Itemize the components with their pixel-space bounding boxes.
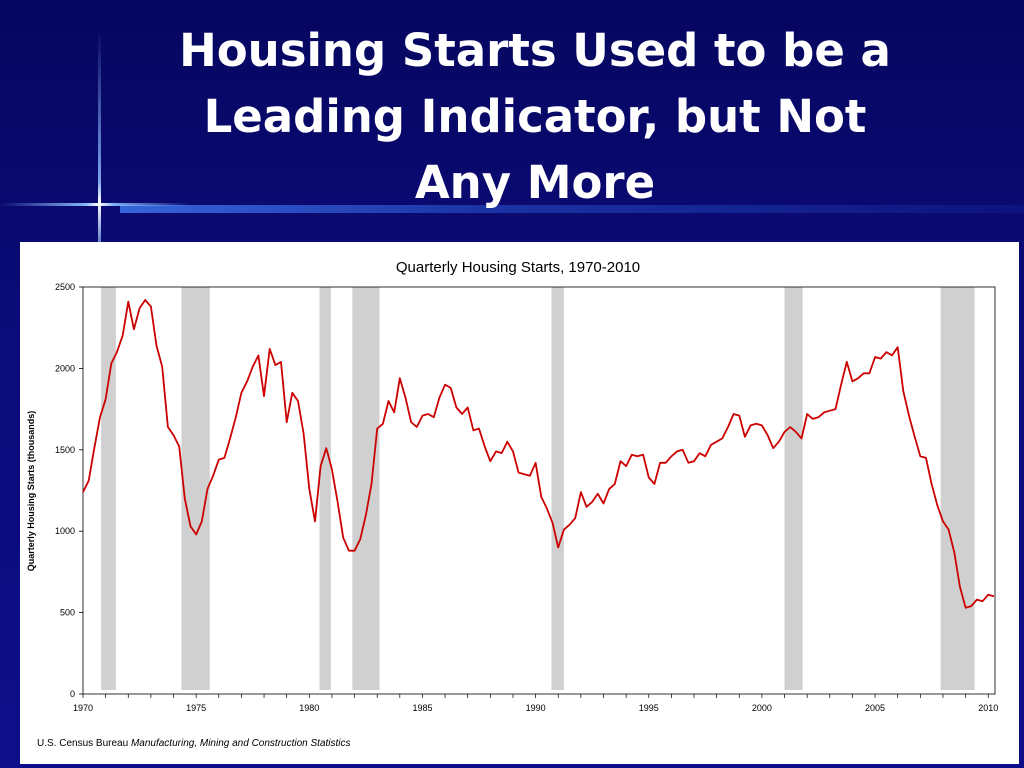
slide-title-line-2: Leading Indicator, but Not [203, 90, 867, 143]
title-underline-glow [120, 205, 1024, 213]
y-tick-label-2000: 2000 [55, 363, 75, 373]
lens-flare-vertical [98, 30, 101, 245]
x-tick-label-1985: 1985 [412, 703, 432, 713]
x-tick-label-1980: 1980 [299, 703, 319, 713]
slide-title-line-1: Housing Starts Used to be a [179, 24, 891, 77]
recession-band-4 [352, 287, 380, 690]
x-tick-label-1995: 1995 [639, 703, 659, 713]
slide-title-line-3: Any More [414, 156, 656, 209]
x-tick-label-1975: 1975 [186, 703, 206, 713]
x-tick-label-1990: 1990 [526, 703, 546, 713]
recession-band-6 [784, 287, 803, 690]
y-tick-label-2500: 2500 [55, 282, 75, 292]
x-tick-label-2000: 2000 [752, 703, 772, 713]
recession-band-5 [551, 287, 564, 690]
lens-flare-horizontal [0, 203, 190, 206]
y-tick-label-500: 500 [60, 608, 75, 618]
x-tick-label-2005: 2005 [865, 703, 885, 713]
housing-starts-chart: Quarterly Housing Starts, 1970-2010 Quar… [26, 259, 998, 713]
x-tick-label-2010: 2010 [978, 703, 998, 713]
y-tick-label-1500: 1500 [55, 445, 75, 455]
source-prefix: U.S. Census Bureau [37, 738, 129, 749]
chart-panel: Quarterly Housing Starts, 1970-2010 Quar… [20, 242, 1019, 764]
chart-series [82, 299, 995, 609]
source-publication: Manufacturing, Mining and Construction S… [130, 738, 351, 749]
series-line-1 [82, 299, 995, 609]
y-tick-label-0: 0 [70, 689, 75, 699]
plot-frame [82, 286, 996, 695]
y-tick-label-1000: 1000 [55, 526, 75, 536]
recession-band-3 [319, 287, 331, 690]
slide-title: Housing Starts Used to be a Leading Indi… [60, 18, 1010, 216]
recession-band-1 [101, 287, 116, 690]
y-axis-label: Quarterly Housing Starts (thousands) [26, 411, 36, 572]
recession-band-7 [940, 287, 975, 690]
recession-bands [101, 287, 975, 690]
x-tick-label-1970: 1970 [73, 703, 93, 713]
source-note: U.S. Census Bureau Manufacturing, Mining… [37, 738, 351, 749]
chart-title: Quarterly Housing Starts, 1970-2010 [396, 259, 640, 276]
recession-band-2 [181, 287, 210, 690]
